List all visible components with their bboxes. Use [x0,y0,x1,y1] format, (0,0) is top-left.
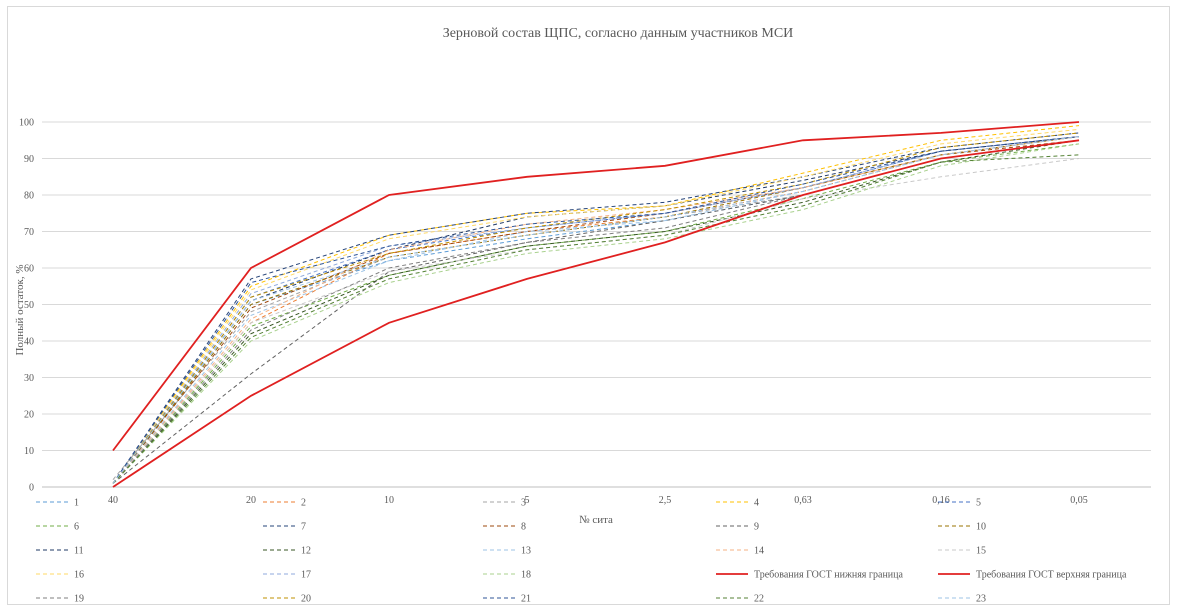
series-line [112,136,1080,484]
series-line [112,139,1080,484]
legend-entry: 5 [976,498,981,509]
series-line [112,136,1080,484]
y-tick-label: 70 [24,227,34,238]
y-tick-label: 80 [24,191,34,202]
y-tick-label: 60 [24,264,34,275]
series-line [112,132,1080,484]
chart-title: Зерновой состав ЩПС, согласно данным уча… [443,26,794,41]
x-tick-label: 5 [525,495,530,506]
series-line [112,139,1080,484]
series-line [112,154,1080,484]
series-line [112,136,1080,484]
legend-entry: 16 [74,570,84,581]
legend-entry: 6 [74,522,79,533]
legend-entry: 9 [754,522,759,533]
legend-entry: 7 [301,522,306,533]
grid-lines [42,121,1151,488]
y-axis-title: Полный остаток, % [14,264,26,355]
series-line [112,136,1080,484]
legend-entry: Требования ГОСТ нижняя граница [754,570,903,581]
y-axis-ticks: 0 10 20 30 40 50 60 70 80 90 100 [19,118,34,494]
legend-entry: 22 [754,594,764,605]
x-tick-label: 2,5 [659,495,672,506]
series-line [112,136,1080,484]
legend-entry: 15 [976,546,986,557]
series-line [112,136,1080,484]
legend-entry: 21 [521,594,531,605]
y-tick-label: 10 [24,446,34,457]
legend-entry: 20 [301,594,311,605]
series-line [112,139,1080,484]
y-tick-label: 90 [24,154,34,165]
series-line [112,143,1080,484]
y-tick-label: 30 [24,373,34,384]
legend-entry: 10 [976,522,986,533]
x-tick-label: 0,63 [794,495,812,506]
legend-entry: 12 [301,546,311,557]
series-line [112,136,1080,484]
series-line [112,139,1080,484]
x-tick-label: 0,16 [932,495,950,506]
legend-entry: 17 [301,570,311,581]
x-tick-label: 40 [108,495,118,506]
legend-entry: 19 [74,594,84,605]
line-chart: Зерновой состав ЩПС, согласно данным уча… [14,26,1151,605]
y-tick-label: 100 [19,118,34,129]
series-line [112,136,1080,484]
series-line [112,143,1080,484]
x-axis-ticks: 40 20 10 5 2,5 0,63 0,16 0,05 [108,495,1088,506]
y-tick-label: 20 [24,410,34,421]
series-line [112,132,1080,484]
legend-entry: 4 [754,498,759,509]
legend-entry: 11 [74,546,84,557]
legend-entry: 3 [521,498,526,509]
series-line [112,158,1080,484]
y-tick-label: 50 [24,300,34,311]
series-line [112,139,1080,488]
y-tick-label: 0 [29,483,34,494]
x-tick-label: 10 [384,495,394,506]
x-tick-label: 20 [246,495,256,506]
x-tick-label: 0,05 [1070,495,1088,506]
series-line [112,121,1080,452]
legend-entry: 18 [521,570,531,581]
legend-entry: 13 [521,546,531,557]
series-lines [112,121,1080,488]
legend-entry: 14 [754,546,764,557]
x-axis-title: № сита [579,514,613,526]
legend-entry: 1 [74,498,79,509]
legend-entry: 23 [976,594,986,605]
chart-frame: Зерновой состав ЩПС, согласно данным уча… [7,6,1170,605]
series-line [112,139,1080,484]
series-line [112,139,1080,481]
series-line [112,128,1080,484]
series-line [112,136,1080,484]
legend-entry: 2 [301,498,306,509]
legend-entry: Требования ГОСТ верхняя граница [976,570,1127,581]
y-tick-label: 40 [24,337,34,348]
legend-entry: 8 [521,522,526,533]
series-line [112,125,1080,484]
